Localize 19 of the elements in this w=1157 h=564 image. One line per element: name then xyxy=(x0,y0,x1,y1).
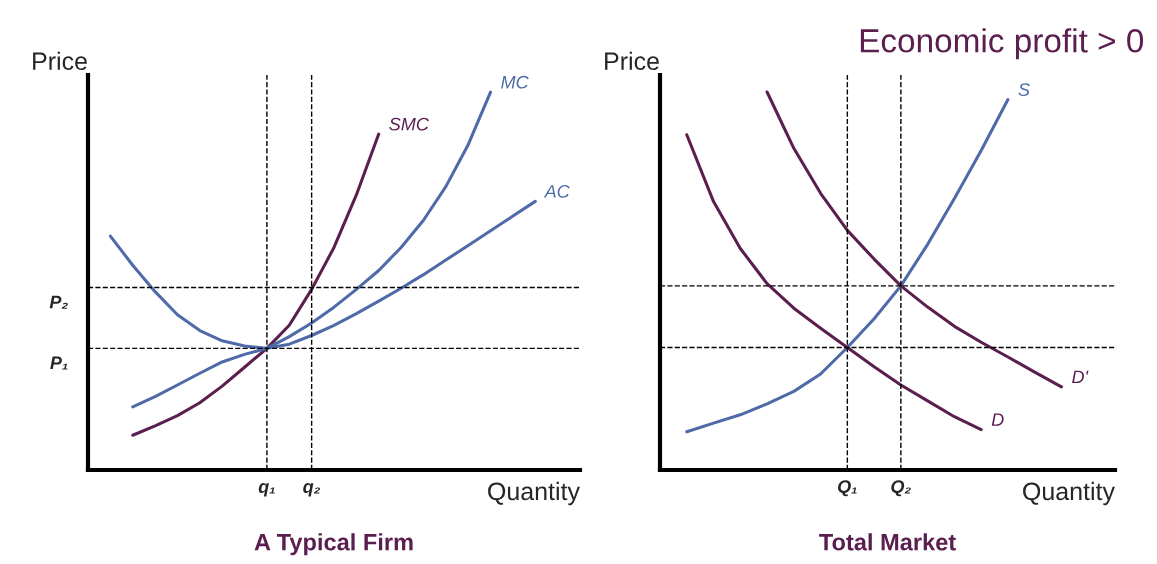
ref-line-label: P₂ xyxy=(49,295,68,309)
ref-line-label: P₁ xyxy=(50,356,68,370)
y-axis-title: Price xyxy=(33,51,87,71)
x-tick-label: Q₁ xyxy=(838,480,857,497)
x-tick-label: Q₂ xyxy=(891,480,911,497)
x-tick-label: q₁ xyxy=(258,483,275,497)
series-label: MC xyxy=(501,75,529,89)
series-label: AC xyxy=(543,185,570,198)
series-label: SMC xyxy=(389,117,429,131)
x-tick-label: q₂ xyxy=(303,483,321,497)
text: A Typical Firm xyxy=(254,533,413,556)
text: Total Market xyxy=(819,533,956,551)
y-axis-title: Price xyxy=(605,51,659,71)
series-label: D' xyxy=(1072,370,1089,384)
series-label: D xyxy=(991,413,1004,426)
x-axis-title: Quantity xyxy=(1023,481,1115,506)
text: Economic profit > 0 xyxy=(860,28,1144,60)
series-label: S xyxy=(1018,83,1030,96)
x-axis-title: Quantity xyxy=(488,481,580,506)
